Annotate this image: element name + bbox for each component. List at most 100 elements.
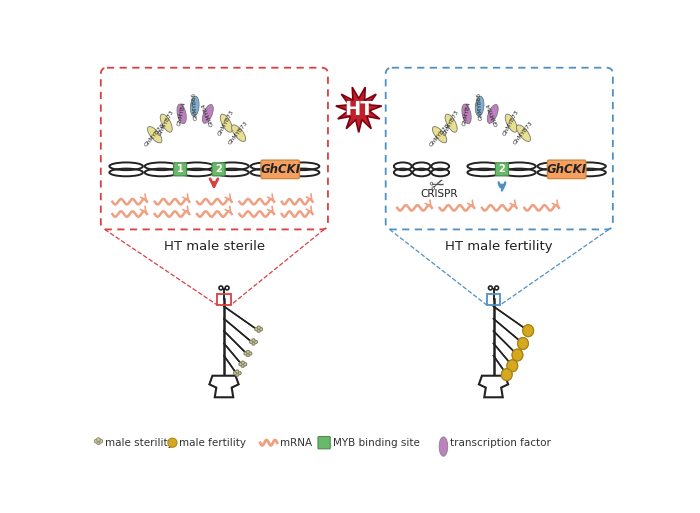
Ellipse shape xyxy=(236,373,239,376)
Ellipse shape xyxy=(244,352,247,355)
Text: GhMYB4: GhMYB4 xyxy=(176,102,187,127)
Ellipse shape xyxy=(248,352,252,355)
Ellipse shape xyxy=(439,437,448,456)
Ellipse shape xyxy=(246,350,249,353)
Text: mRNA: mRNA xyxy=(280,438,312,448)
Bar xyxy=(486,294,500,305)
Polygon shape xyxy=(336,87,382,132)
Ellipse shape xyxy=(252,342,255,345)
Polygon shape xyxy=(479,376,508,397)
Ellipse shape xyxy=(523,325,533,337)
Ellipse shape xyxy=(501,369,512,381)
Text: GhCKI: GhCKI xyxy=(547,163,587,176)
Text: 2: 2 xyxy=(498,164,505,174)
Ellipse shape xyxy=(244,363,246,366)
Ellipse shape xyxy=(244,352,247,355)
Ellipse shape xyxy=(517,125,531,142)
Ellipse shape xyxy=(246,353,249,357)
Text: GhMYB66: GhMYB66 xyxy=(476,92,484,121)
Text: GhMYB73: GhMYB73 xyxy=(503,109,520,137)
Ellipse shape xyxy=(244,363,246,366)
Ellipse shape xyxy=(254,341,258,344)
Ellipse shape xyxy=(241,364,244,367)
Text: GhMYB73: GhMYB73 xyxy=(228,121,249,146)
Ellipse shape xyxy=(517,338,528,349)
Text: male sterility: male sterility xyxy=(105,438,174,448)
Ellipse shape xyxy=(512,349,523,361)
Ellipse shape xyxy=(177,104,186,124)
Ellipse shape xyxy=(260,328,262,331)
Text: HT: HT xyxy=(344,100,374,119)
Ellipse shape xyxy=(254,341,258,344)
Text: 1: 1 xyxy=(176,164,183,174)
Ellipse shape xyxy=(495,286,498,290)
Ellipse shape xyxy=(462,104,471,124)
Ellipse shape xyxy=(246,350,249,353)
Ellipse shape xyxy=(236,370,239,373)
Ellipse shape xyxy=(505,114,517,132)
FancyBboxPatch shape xyxy=(496,163,508,176)
Ellipse shape xyxy=(487,105,498,123)
Ellipse shape xyxy=(252,339,255,342)
Ellipse shape xyxy=(236,373,239,376)
FancyBboxPatch shape xyxy=(547,160,586,179)
Polygon shape xyxy=(209,376,239,397)
Ellipse shape xyxy=(97,438,100,442)
Ellipse shape xyxy=(241,364,244,367)
Text: GhMYB73: GhMYB73 xyxy=(513,121,534,146)
Text: HT male sterile: HT male sterile xyxy=(164,240,265,253)
Ellipse shape xyxy=(219,286,223,290)
Ellipse shape xyxy=(517,338,528,349)
FancyArrowPatch shape xyxy=(498,184,505,190)
Ellipse shape xyxy=(257,326,260,329)
Ellipse shape xyxy=(241,361,244,364)
Ellipse shape xyxy=(501,369,512,381)
Text: CRISPR: CRISPR xyxy=(420,189,458,199)
Ellipse shape xyxy=(239,363,242,366)
Ellipse shape xyxy=(255,328,258,331)
Ellipse shape xyxy=(250,341,253,344)
Text: GhMYB73: GhMYB73 xyxy=(158,109,175,137)
Ellipse shape xyxy=(445,114,457,132)
Text: male fertility: male fertility xyxy=(178,438,246,448)
Text: HT male fertility: HT male fertility xyxy=(445,240,553,253)
Ellipse shape xyxy=(190,96,199,116)
FancyBboxPatch shape xyxy=(261,160,300,179)
Ellipse shape xyxy=(232,125,246,142)
FancyBboxPatch shape xyxy=(318,437,330,449)
Ellipse shape xyxy=(248,352,252,355)
Ellipse shape xyxy=(238,371,241,374)
Ellipse shape xyxy=(250,341,253,344)
Ellipse shape xyxy=(252,339,255,342)
Ellipse shape xyxy=(233,371,237,374)
Ellipse shape xyxy=(507,360,518,372)
Text: 2: 2 xyxy=(215,164,222,174)
Ellipse shape xyxy=(507,360,518,372)
Ellipse shape xyxy=(168,438,177,447)
Text: GhMYB4: GhMYB4 xyxy=(201,102,215,126)
Text: transcription factor: transcription factor xyxy=(449,438,550,448)
FancyBboxPatch shape xyxy=(174,163,187,176)
Ellipse shape xyxy=(238,371,241,374)
Ellipse shape xyxy=(523,325,533,337)
Ellipse shape xyxy=(241,361,244,364)
FancyBboxPatch shape xyxy=(212,163,225,176)
Text: MYB binding site: MYB binding site xyxy=(332,438,419,448)
Text: GhMYB73: GhMYB73 xyxy=(428,122,451,147)
Ellipse shape xyxy=(255,328,258,331)
Ellipse shape xyxy=(475,96,484,116)
Ellipse shape xyxy=(239,363,242,366)
Ellipse shape xyxy=(99,439,103,443)
Ellipse shape xyxy=(236,370,239,373)
Text: GhMYB73: GhMYB73 xyxy=(442,109,460,137)
Ellipse shape xyxy=(94,439,98,443)
Ellipse shape xyxy=(233,371,237,374)
Ellipse shape xyxy=(220,114,232,132)
Ellipse shape xyxy=(489,286,492,290)
Ellipse shape xyxy=(97,441,100,445)
Ellipse shape xyxy=(160,114,172,132)
Ellipse shape xyxy=(148,127,162,143)
Ellipse shape xyxy=(257,329,260,332)
Ellipse shape xyxy=(252,342,255,345)
Text: ✂: ✂ xyxy=(427,175,447,198)
